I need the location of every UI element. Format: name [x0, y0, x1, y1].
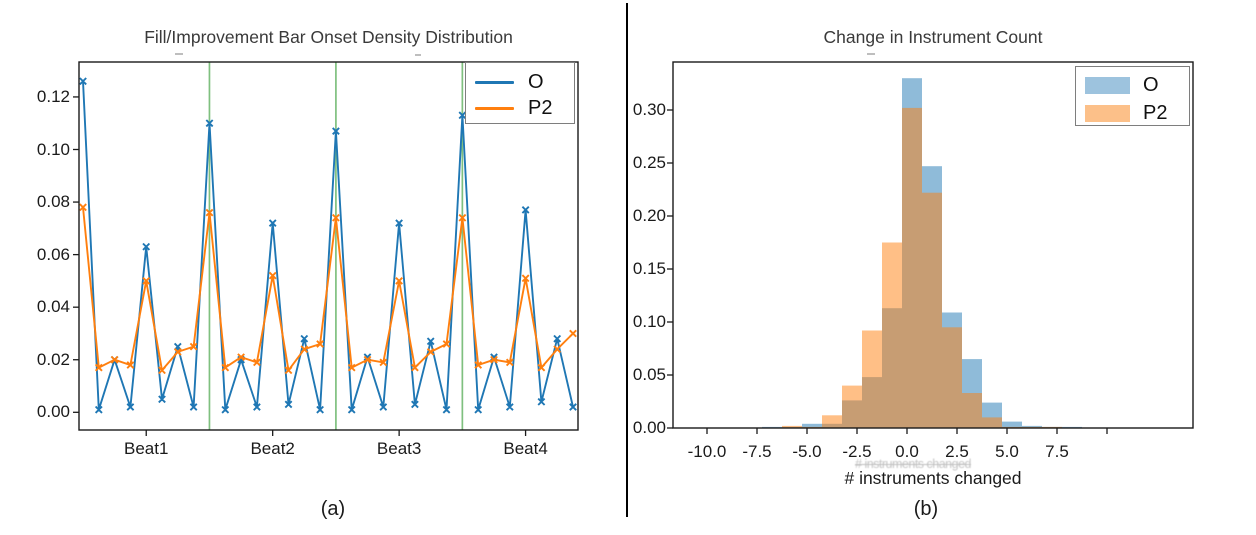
hist-bar-p2 [982, 417, 1002, 428]
y-tick-label: 0.15 [632, 259, 666, 278]
histogram-spines [672, 61, 1194, 429]
legend-item-o: O [475, 69, 574, 95]
y-tick-label: 0.00 [632, 418, 666, 437]
line-chart-title: Fill/Improvement Bar Onset Density Distr… [144, 27, 513, 47]
y-tick-label: 0.04 [36, 297, 70, 317]
x-tick-label: Beat3 [376, 439, 422, 458]
series-line-o [82, 81, 574, 411]
legend-label-o: O [528, 71, 544, 93]
x-tick-label: Beat2 [250, 439, 295, 458]
panel-a-caption: (a) [320, 498, 346, 520]
p2-line-swatch [475, 106, 514, 110]
legend-label-p2: P2 [1143, 102, 1168, 124]
y-tick-label: 0.06 [36, 244, 70, 264]
hist-bar-p2 [882, 242, 902, 428]
legend-label-o: O [1143, 74, 1159, 96]
title-ghost-dash [175, 53, 183, 55]
legend-label-p2: P2 [528, 97, 553, 119]
title-ghost-dash [867, 53, 875, 55]
hist-bar-p2 [942, 327, 962, 428]
hist-bar-p2 [822, 415, 842, 428]
x-tick-label: 5.0 [995, 442, 1019, 461]
x-tick-label: 7.5 [1045, 442, 1069, 461]
y-tick-label: 0.10 [36, 139, 70, 159]
y-tick-label: 0.12 [36, 86, 70, 106]
x-tick-label: Beat4 [503, 439, 548, 458]
y-tick-label: 0.00 [36, 402, 70, 422]
y-tick-label: 0.08 [36, 192, 70, 212]
line-chart-spines [78, 61, 579, 431]
hist-bar-p2 [902, 107, 922, 429]
x-tick-label: 2.5 [945, 442, 969, 461]
x-tick-label: -10.0 [687, 442, 727, 461]
x-tick-label: -2.5 [842, 442, 872, 461]
y-tick-label: 0.25 [632, 153, 666, 172]
series-markers-o [79, 77, 577, 414]
histogram-xlabel: # instruments changed [844, 468, 1022, 488]
x-tick-label: 0.0 [895, 442, 919, 461]
legend-item-o: O [1085, 72, 1189, 98]
hist-bar-p2 [782, 425, 802, 428]
histogram-title: Change in Instrument Count [823, 27, 1043, 47]
line-chart-legend: O P2 [465, 62, 575, 124]
title-ghost-dash [415, 54, 421, 56]
legend-item-p2: P2 [475, 95, 574, 121]
o-line-swatch [475, 80, 514, 84]
histogram-legend: O P2 [1075, 66, 1190, 126]
panel-b-caption: (b) [913, 498, 939, 520]
y-tick-label: 0.20 [632, 206, 666, 225]
x-tick-label: Beat1 [124, 439, 169, 458]
y-tick-label: 0.05 [632, 365, 666, 384]
hist-bar-o [1002, 421, 1022, 428]
x-tick-label: -7.5 [742, 442, 772, 461]
p2-patch-swatch [1085, 104, 1130, 122]
hist-bar-p2 [962, 393, 982, 428]
y-tick-label: 0.02 [36, 349, 70, 369]
hist-bar-p2 [862, 330, 882, 428]
panel-divider [625, 3, 628, 517]
hist-bar-p2 [842, 385, 862, 428]
xlabel-ghost: # instruments changed [855, 457, 971, 471]
y-tick-label: 0.30 [632, 100, 666, 119]
y-tick-label: 0.10 [632, 312, 666, 331]
o-patch-swatch [1085, 76, 1130, 94]
legend-item-p2: P2 [1085, 100, 1189, 126]
hist-bar-p2 [922, 192, 942, 428]
x-tick-label: -5.0 [792, 442, 822, 461]
hist-bar-o [802, 423, 822, 428]
series-markers-p2 [79, 203, 577, 375]
